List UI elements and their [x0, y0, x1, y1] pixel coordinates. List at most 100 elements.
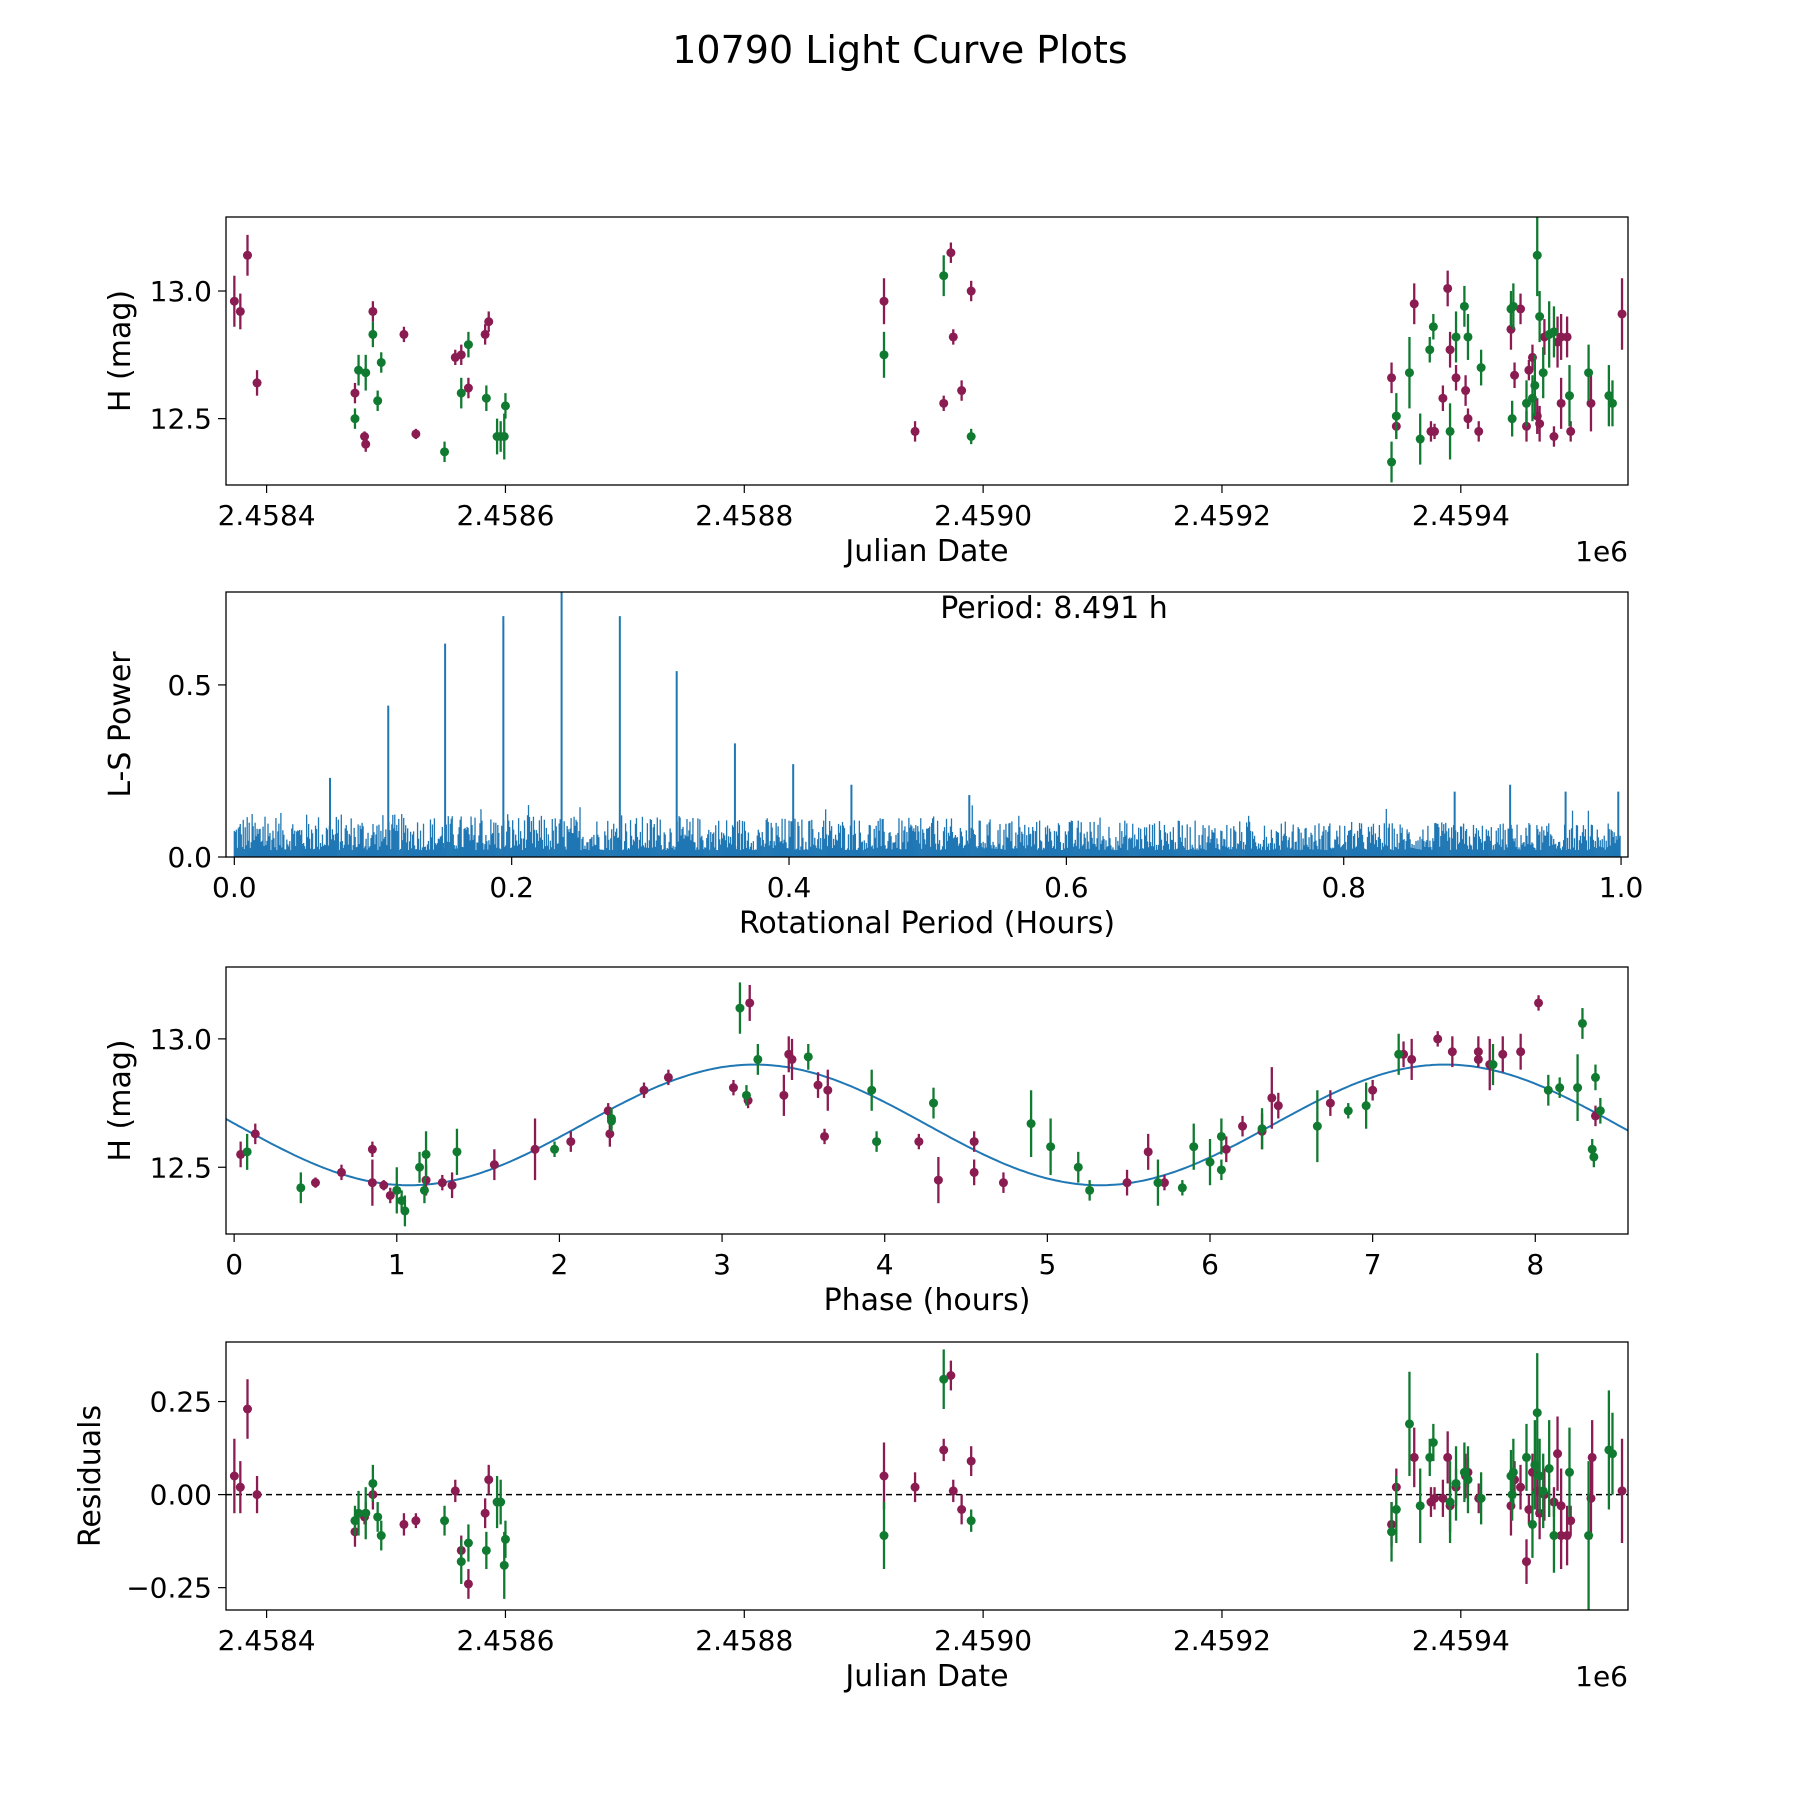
data-point-filter_b — [1604, 391, 1614, 401]
data-point-filter_a — [437, 1178, 447, 1188]
data-point-filter_a — [1562, 332, 1572, 342]
data-point-filter_a — [361, 439, 371, 449]
data-point-filter_b — [456, 1557, 466, 1567]
data-point-filter_a — [367, 1144, 377, 1154]
data-point-filter_a — [1566, 426, 1576, 436]
y-tick-label: 0.0 — [167, 841, 212, 874]
data-point-filter_b — [1476, 1493, 1486, 1503]
data-point-filter_a — [946, 1371, 956, 1380]
data-point-filter_b — [373, 396, 383, 406]
data-point-filter_a — [1566, 1516, 1576, 1526]
data-point-filter_a — [966, 286, 976, 296]
x-offset-text: 1e6 — [1575, 1660, 1628, 1693]
x-tick-label: 2.4584 — [218, 1624, 316, 1657]
data-point-filter_b — [1584, 1531, 1594, 1541]
data-point-filter_b — [1584, 368, 1594, 378]
data-point-filter_b — [1564, 1467, 1574, 1477]
data-point-filter_a — [1387, 373, 1397, 383]
data-point-filter_a — [957, 1505, 967, 1514]
data-point-filter_a — [1368, 1085, 1378, 1095]
data-point-filter_b — [1404, 368, 1414, 378]
data-point-filter_b — [1153, 1178, 1163, 1188]
data-point-filter_a — [1516, 1482, 1526, 1492]
y-axis-label: H (mag) — [103, 1039, 138, 1161]
data-point-filter_a — [484, 1475, 494, 1485]
data-point-filter_b — [1595, 1106, 1605, 1116]
data-point-filter_b — [373, 1512, 383, 1522]
data-point-filter_a — [946, 248, 956, 258]
y-tick-label: −0.25 — [126, 1572, 212, 1605]
data-point-filter_b — [463, 1538, 473, 1548]
data-point-filter_b — [1451, 1478, 1461, 1488]
x-tick-label: 2.4592 — [1173, 1624, 1271, 1657]
data-point-filter_b — [350, 414, 360, 424]
data-point-filter_b — [415, 1162, 425, 1172]
data-point-filter_a — [1553, 1449, 1563, 1459]
x-tick-label: 6 — [1201, 1248, 1219, 1281]
data-point-filter_b — [1463, 332, 1473, 342]
y-tick-label: 13.0 — [150, 1023, 212, 1056]
x-tick-label: 0.8 — [1321, 871, 1366, 904]
data-point-filter_a — [1122, 1178, 1132, 1188]
data-point-filter_b — [500, 1534, 510, 1544]
data-point-filter_b — [1544, 1464, 1554, 1474]
x-tick-label: 2.4590 — [934, 499, 1032, 532]
data-point-filter_b — [1451, 332, 1461, 342]
data-point-filter_a — [1549, 432, 1559, 442]
data-point-filter_b — [1085, 1185, 1095, 1195]
panel-light-curve: 2.4584 2.4586 2.4588 2.4590 2.4592 2.4594 12.5… — [103, 216, 1629, 569]
data-point-filter_a — [411, 1516, 421, 1526]
data-point-filter_b — [368, 1478, 378, 1488]
data-point-filter_b — [1587, 1144, 1597, 1154]
data-point-filter_b — [1549, 327, 1559, 337]
x-tick-label: 0.4 — [767, 871, 812, 904]
data-point-filter_a — [948, 332, 958, 342]
data-point-filter_a — [1498, 1049, 1508, 1059]
y-tick-label: 12.5 — [150, 403, 212, 436]
data-point-filter_b — [1394, 1049, 1404, 1059]
data-point-filter_b — [879, 350, 889, 360]
data-point-filter_a — [480, 1508, 490, 1518]
plot-area — [226, 1349, 1628, 1610]
x-tick-label: 2.4588 — [695, 499, 793, 532]
data-point-filter_a — [966, 1456, 976, 1466]
data-point-filter_a — [1521, 1557, 1531, 1567]
data-point-filter_b — [1507, 1490, 1517, 1500]
x-tick-label: 0 — [225, 1248, 243, 1281]
data-point-filter_b — [452, 1147, 462, 1157]
data-point-filter_a — [411, 429, 421, 439]
x-axis-label: Phase (hours) — [824, 1283, 1031, 1318]
data-point-filter_b — [1577, 1018, 1587, 1028]
data-point-filter_b — [481, 393, 491, 403]
data-point-filter_b — [1488, 1060, 1498, 1070]
data-point-filter_b — [361, 1508, 371, 1518]
data-point-filter_a — [879, 296, 889, 306]
model-curve — [226, 1063, 1628, 1187]
periodogram-lines — [233, 805, 1621, 857]
data-point-filter_b — [939, 1374, 949, 1384]
x-tick-label: 2.4586 — [456, 1624, 554, 1657]
x-axis-label: Julian Date — [843, 1659, 1008, 1694]
data-point-filter_a — [1409, 1452, 1419, 1462]
data-point-filter_b — [1459, 301, 1469, 311]
data-point-filter_a — [639, 1085, 649, 1095]
data-point-filter_b — [421, 1149, 431, 1159]
data-point-filter_b — [1026, 1119, 1036, 1129]
x-tick-label: 2.4584 — [218, 499, 316, 532]
data-point-filter_a — [480, 329, 490, 339]
data-point-filter_a — [914, 1137, 924, 1147]
data-point-filter_b — [803, 1052, 813, 1062]
data-point-filter_b — [1189, 1142, 1199, 1152]
period-annotation: Period: 8.491 h — [940, 591, 1168, 626]
data-point-filter_b — [1463, 1475, 1473, 1485]
data-point-filter_b — [500, 401, 510, 411]
data-point-filter_a — [1474, 426, 1484, 436]
data-point-filter_b — [1543, 1085, 1553, 1095]
x-tick-label: 1 — [388, 1248, 406, 1281]
data-point-filter_a — [1443, 1452, 1453, 1462]
data-point-filter_a — [1617, 309, 1627, 319]
data-point-filter_b — [550, 1144, 560, 1154]
data-point-filter_a — [1516, 304, 1526, 314]
data-point-filter_a — [663, 1072, 673, 1082]
data-point-filter_b — [1535, 1471, 1545, 1481]
